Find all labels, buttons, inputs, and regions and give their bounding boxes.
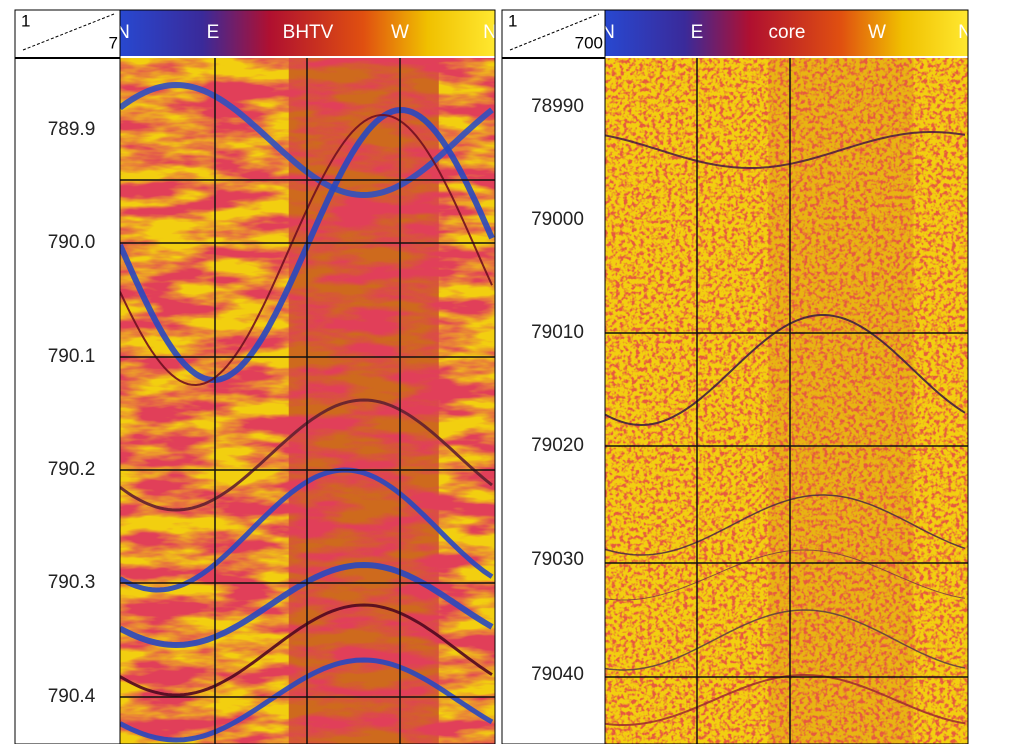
depth-label: 79020: [531, 435, 584, 456]
depth-label: 790.4: [48, 686, 96, 707]
azimuth-label: W: [868, 22, 886, 43]
depth-label: 790.0: [48, 232, 96, 253]
depth-label: 79010: [531, 322, 584, 343]
azimuth-label: N: [958, 22, 972, 43]
azimuth-label: BHTV: [283, 22, 334, 43]
azimuth-label: E: [691, 22, 704, 43]
azimuth-label: E: [207, 22, 220, 43]
image-texture: [605, 56, 968, 744]
depth-label: 789.9: [48, 119, 96, 140]
depth-label: 790.3: [48, 572, 96, 593]
corner-top-label: 1: [508, 11, 517, 30]
depth-label: 79000: [531, 209, 584, 230]
page: {"panels": [ {"corner_top": "1", "corner…: [0, 0, 1011, 744]
azimuth-label: N: [116, 22, 130, 43]
azimuth-label: N: [601, 22, 615, 43]
corner-bottom-label: 700: [575, 33, 603, 52]
log-image: [120, 56, 495, 744]
depth-label: 79030: [531, 549, 584, 570]
depth-label: 790.1: [48, 346, 96, 367]
depth-label: 79040: [531, 664, 584, 685]
image-log-view: 17789.9790.0790.1790.2790.3790.4NEBHTVWN…: [0, 0, 1011, 744]
depth-column: [502, 10, 605, 744]
log-image: [605, 56, 968, 744]
corner-top-label: 1: [21, 11, 30, 30]
azimuth-label: core: [769, 22, 806, 43]
depth-label: 790.2: [48, 459, 96, 480]
azimuth-label: W: [391, 22, 409, 43]
depth-label: 78990: [531, 96, 584, 117]
